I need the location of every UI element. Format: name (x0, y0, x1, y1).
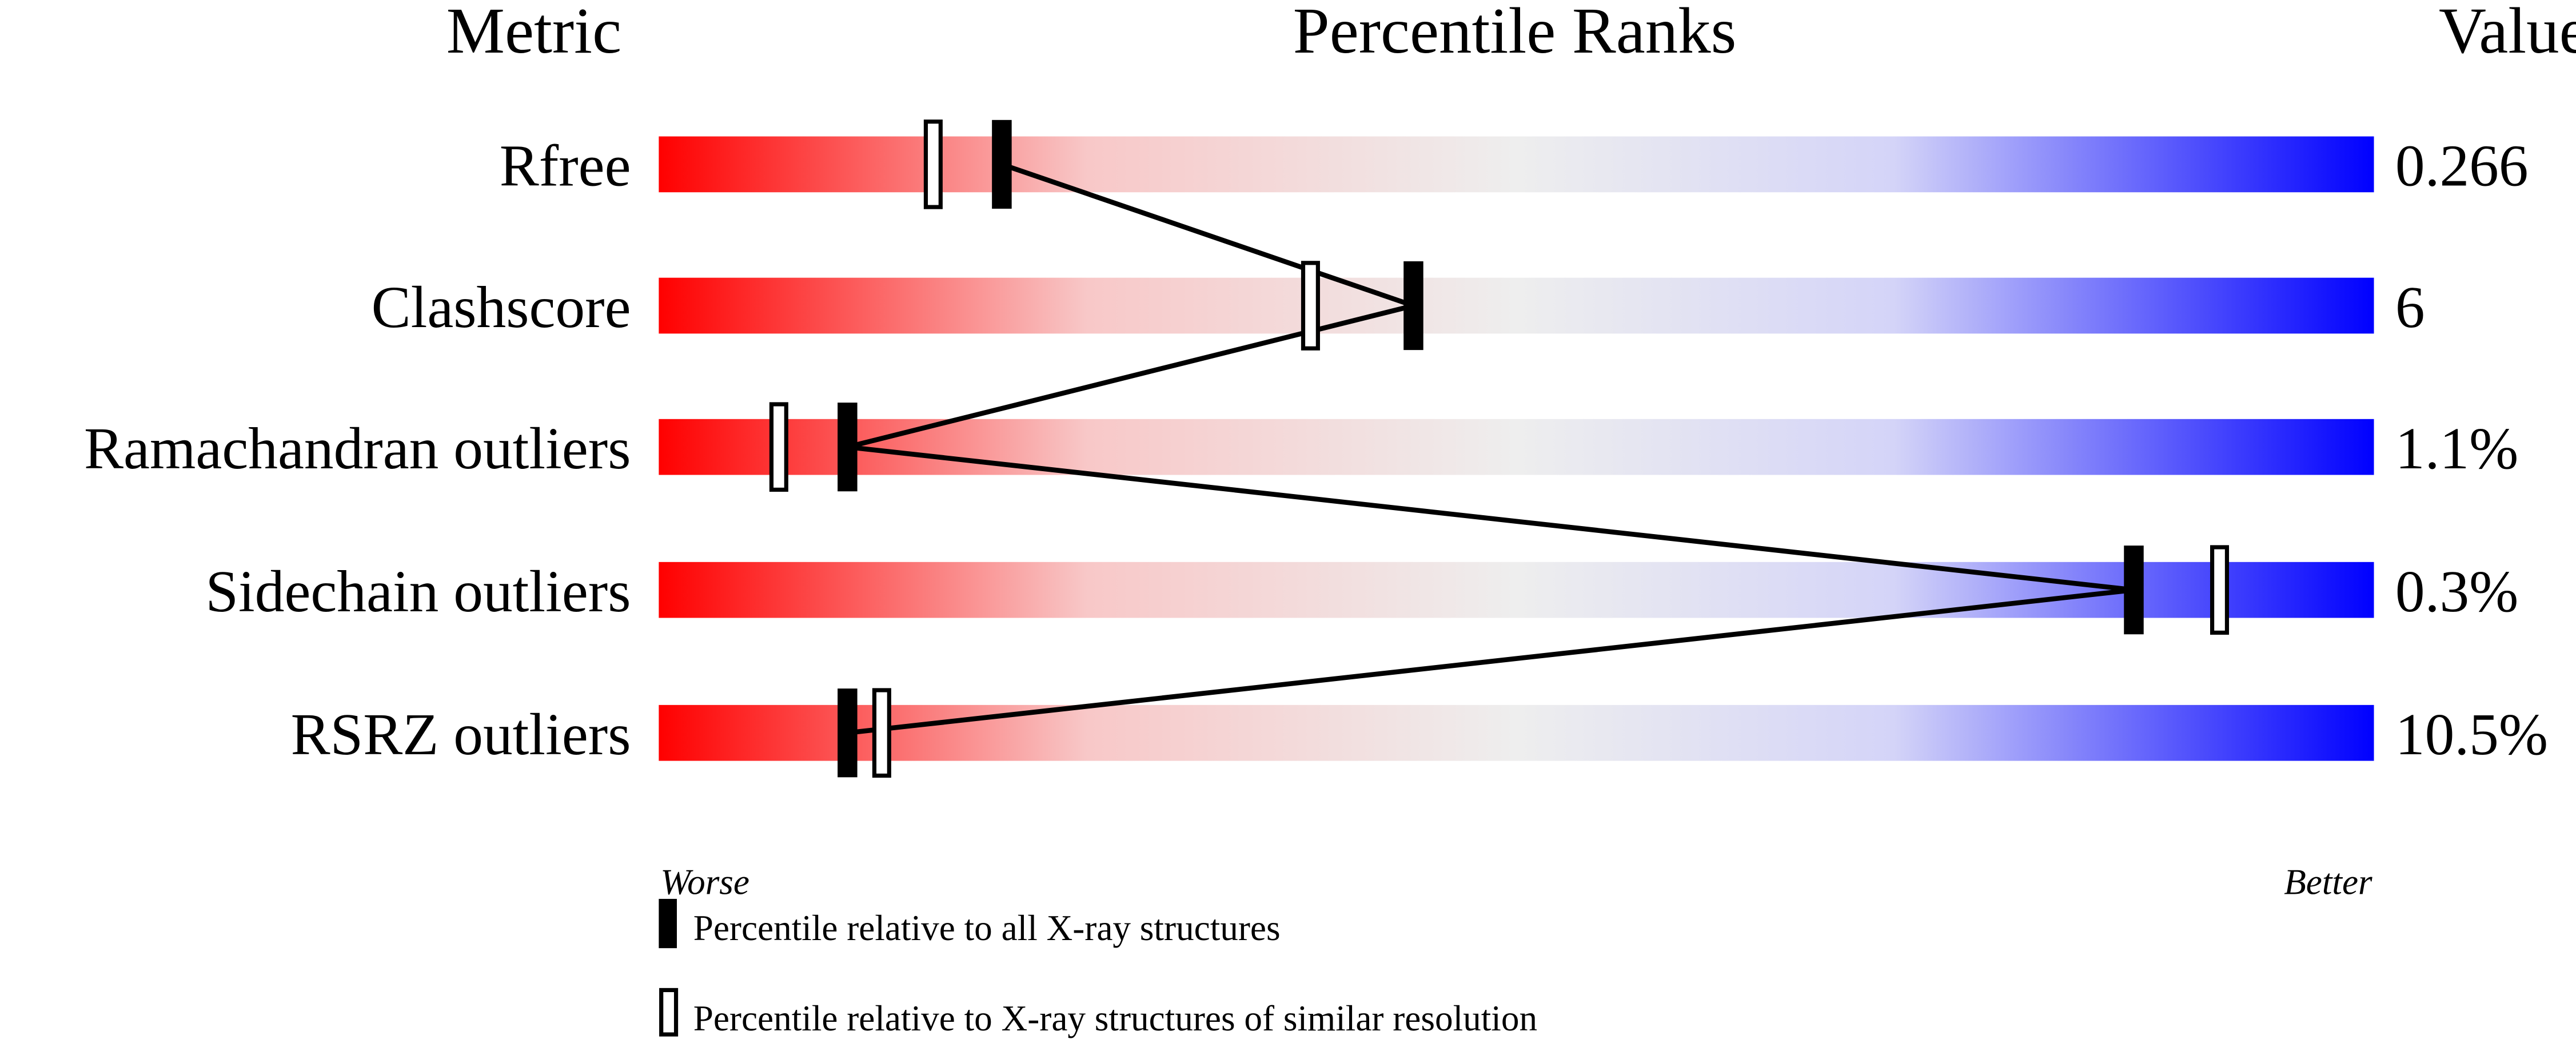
metric-label: Clashscore (372, 275, 631, 340)
percentile-bar (659, 562, 2374, 618)
metric-label: Ramachandran outliers (84, 416, 631, 481)
percentile-bar (659, 136, 2374, 193)
similar-resolution-marker (1301, 261, 1320, 351)
axis-worse-label: Worse (660, 862, 749, 902)
all-structures-marker (838, 403, 858, 492)
header-value: Value (2439, 0, 2576, 67)
header-metric: Metric (446, 0, 621, 67)
legend-filled-marker (659, 898, 677, 949)
metric-value: 6 (2395, 275, 2425, 340)
metric-label: Rfree (500, 134, 631, 199)
legend-open-marker (659, 988, 679, 1037)
all-structures-marker (992, 120, 1012, 209)
metric-label: Sidechain outliers (205, 559, 631, 624)
legend-filled-label: Percentile relative to all X-ray structu… (693, 908, 1281, 948)
all-structures-marker (1403, 261, 1423, 351)
all-structures-marker (838, 688, 858, 778)
metric-value: 0.3% (2395, 559, 2518, 624)
metric-value: 1.1% (2395, 416, 2518, 481)
percentile-bar (659, 704, 2374, 761)
similar-resolution-marker (923, 120, 943, 209)
metric-label: RSRZ outliers (291, 702, 631, 767)
percentile-bar (659, 277, 2374, 334)
metric-value: 10.5% (2395, 702, 2548, 767)
similar-resolution-marker (769, 402, 788, 492)
header-percentile-ranks: Percentile Ranks (1293, 0, 1737, 67)
legend-open-label: Percentile relative to X-ray structures … (693, 998, 1537, 1038)
axis-better-label: Better (2284, 862, 2372, 902)
similar-resolution-marker (872, 688, 891, 778)
all-structures-marker (2124, 546, 2144, 635)
metric-value: 0.266 (2395, 134, 2529, 199)
percentile-bar (659, 419, 2374, 475)
similar-resolution-marker (2210, 545, 2230, 635)
